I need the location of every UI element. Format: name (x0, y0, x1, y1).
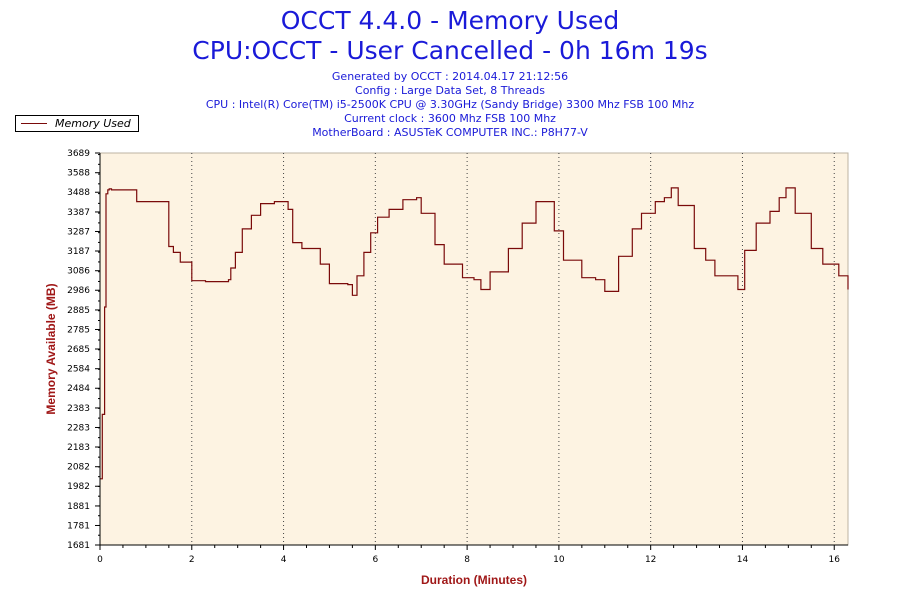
y-tick-label: 3187 (67, 247, 90, 257)
y-tick-label: 3588 (67, 169, 90, 179)
y-axis-title: Memory Available (MB) (44, 283, 58, 414)
y-tick-label: 2283 (67, 423, 90, 433)
x-tick-label: 6 (372, 555, 378, 565)
x-tick-label: 8 (464, 555, 470, 565)
config-info: Config : Large Data Set, 8 Threads (355, 84, 545, 97)
x-tick-label: 16 (829, 555, 841, 565)
y-tick-label: 3086 (67, 267, 90, 277)
y-tick-label: 3287 (67, 227, 90, 237)
y-tick-label: 2383 (67, 404, 90, 414)
x-tick-label: 12 (645, 555, 656, 565)
y-tick-label: 2484 (67, 384, 90, 394)
x-tick-label: 10 (553, 555, 565, 565)
series-line-memory-used (100, 187, 849, 480)
y-tick-label: 2986 (67, 286, 90, 296)
legend-label: Memory Used (55, 117, 131, 130)
y-tick-label: 1681 (67, 541, 90, 551)
y-tick-label: 2685 (67, 345, 90, 355)
y-tick-label: 2584 (67, 365, 90, 375)
x-axis-ticks: 0 2 4 6 8 10 12 14 16 (97, 545, 840, 565)
x-tick-label: 0 (97, 555, 103, 565)
plot-area (99, 152, 849, 546)
y-tick-label: 3387 (67, 208, 90, 218)
y-tick-label: 3488 (67, 188, 90, 198)
y-tick-label: 1781 (67, 521, 90, 531)
generated-info: Generated by OCCT : 2014.04.17 21:12:56 (331, 70, 569, 83)
y-tick-label: 3689 (67, 149, 90, 159)
grid-lines (191, 153, 835, 545)
x-tick-label: 14 (737, 555, 749, 565)
y-tick-label: 2885 (67, 306, 90, 316)
cpu-info: CPU : Intel(R) Core(TM) i5-2500K CPU @ 3… (205, 98, 695, 111)
y-tick-label: 2785 (67, 325, 90, 335)
motherboard-info: MotherBoard : ASUSTeK COMPUTER INC.: P8H… (312, 126, 588, 139)
legend-swatch (21, 123, 47, 124)
x-tick-label: 4 (281, 555, 287, 565)
y-tick-label: 1881 (67, 502, 90, 512)
x-tick-label: 2 (189, 555, 195, 565)
chart-legend: Memory Used (15, 115, 139, 132)
chart-subtitle: CPU:OCCT - User Cancelled - 0h 16m 19s (192, 36, 708, 65)
chart-title: OCCT 4.4.0 - Memory Used (280, 6, 620, 35)
y-tick-label: 1982 (67, 482, 90, 492)
y-axis-ticks: 1681 1781 1881 1982 2082 2183 2283 2383 2484 2584… (67, 149, 100, 551)
y-tick-label: 2082 (67, 463, 90, 473)
clock-info: Current clock : 3600 Mhz FSB 100 Mhz (344, 112, 556, 125)
x-axis-title: Duration (Minutes) (421, 573, 527, 587)
y-tick-label: 2183 (67, 443, 90, 453)
